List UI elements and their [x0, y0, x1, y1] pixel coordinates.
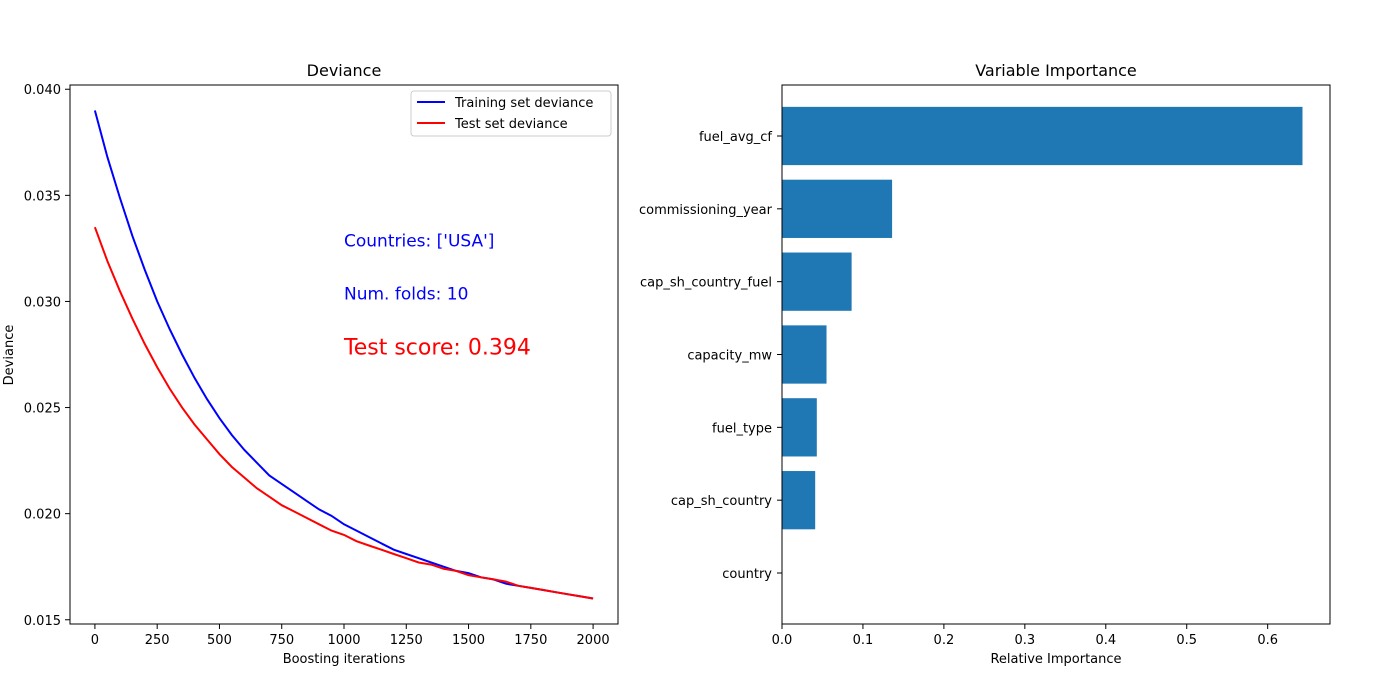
importance-x-tick-label: 0.3 — [1014, 633, 1035, 648]
importance-category-label: cap_sh_country_fuel — [640, 276, 772, 291]
importance-bar — [782, 179, 893, 238]
importance-title: Variable Importance — [975, 61, 1137, 80]
importance-x-tick-label: 0.0 — [772, 633, 793, 648]
deviance-x-tick-label: 1000 — [327, 633, 360, 648]
importance-chart: Variable Importance 0.0 0.1 0.2 0.3 0.4 0.5 0.… — [639, 61, 1331, 667]
deviance-x-tick-label: 0 — [91, 633, 99, 648]
training-deviance-line — [93, 110, 594, 600]
importance-category-label: fuel_avg_cf — [699, 130, 772, 145]
deviance-annotation: Test score: 0.394 — [343, 336, 531, 361]
deviance-legend: Training set deviance Test set deviance — [410, 90, 612, 137]
deviance-title: Deviance — [307, 61, 382, 80]
deviance-y-tick-label: 0.030 — [24, 295, 61, 310]
deviance-x-tick-label: 1750 — [514, 633, 547, 648]
importance-category-label: country — [722, 567, 772, 582]
deviance-x-tick-label: 750 — [269, 633, 294, 648]
importance-bar — [782, 325, 827, 384]
legend-label-training: Training set deviance — [454, 96, 593, 111]
importance-category-label: commissioning_year — [639, 203, 773, 218]
deviance-y-tick-label: 0.035 — [24, 189, 61, 204]
importance-bar — [782, 471, 816, 530]
importance-x-label: Relative Importance — [990, 652, 1121, 667]
deviance-y-tick-label: 0.015 — [24, 614, 61, 629]
importance-y-axis: fuel_avg_cf commissioning_year cap_sh_coun… — [639, 130, 782, 582]
importance-x-tick-label: 0.1 — [853, 633, 874, 648]
importance-x-tick-label: 0.4 — [1095, 633, 1116, 648]
importance-category-label: fuel_type — [712, 421, 772, 436]
importance-category-label: cap_sh_country — [671, 494, 772, 509]
importance-plot-frame — [781, 84, 1331, 625]
deviance-x-axis: 0 250 500 750 1000 1250 1500 1750 2000 — [91, 624, 610, 648]
deviance-x-tick-label: 1500 — [452, 633, 485, 648]
test-deviance-line — [93, 226, 594, 600]
deviance-annotation: Countries: ['USA'] — [344, 231, 494, 251]
deviance-y-tick-label: 0.020 — [24, 508, 61, 523]
importance-x-tick-label: 0.6 — [1257, 633, 1278, 648]
deviance-x-tick-label: 250 — [145, 633, 170, 648]
deviance-y-tick-label: 0.040 — [24, 83, 61, 98]
importance-x-tick-label: 0.5 — [1176, 633, 1197, 648]
legend-frame — [410, 90, 612, 137]
deviance-x-tick-label: 1250 — [390, 633, 423, 648]
importance-x-axis: 0.0 0.1 0.2 0.3 0.4 0.5 0.6 — [772, 624, 1278, 648]
legend-label-test: Test set deviance — [454, 117, 568, 132]
importance-bar — [782, 398, 817, 457]
importance-x-tick-label: 0.2 — [934, 633, 955, 648]
importance-bar — [782, 252, 852, 311]
deviance-x-label: Boosting iterations — [283, 652, 406, 667]
deviance-x-tick-label: 500 — [207, 633, 232, 648]
deviance-y-tick-label: 0.025 — [24, 402, 61, 417]
deviance-y-axis: 0.015 0.020 0.025 0.030 0.035 0.040 — [24, 83, 70, 629]
importance-bars — [782, 106, 1303, 530]
importance-category-label: capacity_mw — [687, 349, 772, 364]
deviance-series-group — [93, 110, 594, 600]
deviance-annotation: Num. folds: 10 — [344, 284, 468, 304]
importance-bar — [782, 106, 1303, 166]
deviance-x-tick-label: 2000 — [577, 633, 610, 648]
deviance-y-label: Deviance — [2, 325, 17, 386]
deviance-annotations: Countries: ['USA'] Num. folds: 10 Test sco… — [343, 231, 531, 360]
deviance-chart: Deviance 0 250 500 750 1000 1250 1500 1750 2000 … — [2, 61, 619, 667]
